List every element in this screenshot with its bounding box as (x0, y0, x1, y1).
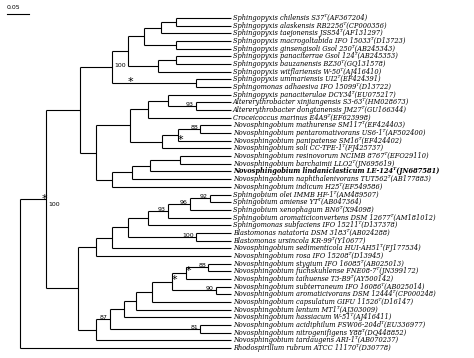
Text: *: * (177, 135, 183, 145)
Text: Sphingomonas adhaesiva IFO 15099ᵀ(D13722): Sphingomonas adhaesiva IFO 15099ᵀ(D13722… (233, 83, 391, 91)
Text: Novosphingobium subterraneum IFO 16086ᵀ(AB025014): Novosphingobium subterraneum IFO 16086ᵀ(… (233, 282, 425, 291)
Text: Sphingobium xenophagum BN6ᵀ(X94098): Sphingobium xenophagum BN6ᵀ(X94098) (233, 206, 374, 214)
Text: 100: 100 (182, 233, 194, 238)
Text: Sphingopyxis bauzanensis BZ30ᵀ(GQ131578): Sphingopyxis bauzanensis BZ30ᵀ(GQ131578) (233, 60, 385, 68)
Text: Novosphingobium lentum MT1ᵀ(AJ303009): Novosphingobium lentum MT1ᵀ(AJ303009) (233, 306, 378, 314)
Text: Sphingopyxis chilensis S37ᵀ(AF367204): Sphingopyxis chilensis S37ᵀ(AF367204) (233, 14, 367, 22)
Text: Sphingopyxis ginsengisoli Gsol 250ᵀ(AB245343): Sphingopyxis ginsengisoli Gsol 250ᵀ(AB24… (233, 45, 395, 53)
Text: Sphingopyxis panaciterulae DCY34ᵀ(EU075217): Sphingopyxis panaciterulae DCY34ᵀ(EU0752… (233, 91, 396, 99)
Text: 92: 92 (200, 194, 208, 199)
Text: Sphingobium amiense YTᵀ(AB047364): Sphingobium amiense YTᵀ(AB047364) (233, 198, 361, 206)
Text: 88: 88 (198, 263, 206, 268)
Text: *: * (171, 275, 177, 285)
Text: Sphingopyxis witflariensis W-50ᵀ(AJ416410): Sphingopyxis witflariensis W-50ᵀ(AJ41641… (233, 68, 381, 76)
Text: Novosphingobium nitrogenifigens Y88ᵀ(DQ448852): Novosphingobium nitrogenifigens Y88ᵀ(DQ4… (233, 329, 406, 337)
Text: Sphingobium olei IMMB HF-1ᵀ(AM489507): Sphingobium olei IMMB HF-1ᵀ(AM489507) (233, 190, 379, 199)
Text: 96: 96 (180, 200, 188, 205)
Text: 87: 87 (100, 315, 108, 320)
Text: *: * (127, 77, 133, 87)
Text: Novosphingobium soli CC-TPE-1ᵀ(FJ425737): Novosphingobium soli CC-TPE-1ᵀ(FJ425737) (233, 145, 383, 153)
Text: Sphingopyxis macrogoltabida IFO 15033ᵀ(D13723): Sphingopyxis macrogoltabida IFO 15033ᵀ(D… (233, 37, 405, 45)
Text: Novosphingobium mathurense SM117ᵀ(EF424403): Novosphingobium mathurense SM117ᵀ(EF4244… (233, 121, 405, 130)
Text: Sphingopyxis panaciterrae Gsol 124ᵀ(AB245353): Sphingopyxis panaciterrae Gsol 124ᵀ(AB24… (233, 52, 398, 61)
Text: 0.05: 0.05 (7, 5, 21, 10)
Text: Novosphingobium lindaniclasticum LE-124ᵀ(JN687581): Novosphingobium lindaniclasticum LE-124ᵀ… (233, 168, 439, 175)
Text: Novosphingobium rosa IFO 15208ᵀ(D13945): Novosphingobium rosa IFO 15208ᵀ(D13945) (233, 252, 383, 260)
Text: Sphingomonas subfaciens IFO 15211ᵀ(D137378): Sphingomonas subfaciens IFO 15211ᵀ(D1373… (233, 221, 397, 229)
Text: Novosphingobium panipatense SM16ᵀ(EF424402): Novosphingobium panipatense SM16ᵀ(EF4244… (233, 137, 402, 145)
Text: Sphingobium aromaticiconvertens DSM 12677ᵀ(AM181012): Sphingobium aromaticiconvertens DSM 1267… (233, 213, 436, 222)
Text: 100: 100 (48, 202, 60, 207)
Text: Novosphingobium aromaticivorans DSM 12444ᵀ(CP000248): Novosphingobium aromaticivorans DSM 1244… (233, 290, 436, 298)
Text: 93: 93 (186, 102, 194, 107)
Text: Novosphingobium tardaugens ARI-1ᵀ(AB070237): Novosphingobium tardaugens ARI-1ᵀ(AB0702… (233, 336, 398, 344)
Text: Novosphingobium naphthalenivorans TUT562ᵀ(AB177883): Novosphingobium naphthalenivorans TUT562… (233, 175, 431, 183)
Text: Altererythrobacter xinjiangensis S3-63ᵀ(HM028673): Altererythrobacter xinjiangensis S3-63ᵀ(… (233, 98, 410, 106)
Text: Novosphingobium taihuense T3-B9ᵀ(AY500142): Novosphingobium taihuense T3-B9ᵀ(AY50014… (233, 275, 393, 283)
Text: Blastomonas natatoria DSM 3183ᵀ(AB024288): Blastomonas natatoria DSM 3183ᵀ(AB024288… (233, 229, 390, 237)
Text: 90: 90 (206, 286, 214, 291)
Text: 81: 81 (190, 325, 198, 330)
Text: 88: 88 (190, 125, 198, 130)
Text: Blastomonas ursincola KR-99ᵀ(Y10677): Blastomonas ursincola KR-99ᵀ(Y10677) (233, 237, 365, 245)
Text: Novosphingobium acidiphilum FSW06-204dᵀ(EU336977): Novosphingobium acidiphilum FSW06-204dᵀ(… (233, 321, 425, 329)
Text: Rhodospirillum rubrum ATCC 11170ᵀ(D30778): Rhodospirillum rubrum ATCC 11170ᵀ(D30778… (233, 344, 391, 352)
Text: Sphingopyxis ummariensis UI2ᵀ(EF424391): Sphingopyxis ummariensis UI2ᵀ(EF424391) (233, 76, 381, 83)
Text: Novosphingobium indicum H25ᵀ(EF549586): Novosphingobium indicum H25ᵀ(EF549586) (233, 183, 383, 191)
Text: Altererythrobacter dongtanensis JM27ᵀ(GU166344): Altererythrobacter dongtanensis JM27ᵀ(GU… (233, 106, 407, 114)
Text: Sphingopyxis alaskensis RB2256ᵀ(CP000356): Sphingopyxis alaskensis RB2256ᵀ(CP000356… (233, 22, 387, 30)
Text: Novosphingobium stygium IFO 16085ᵀ(AB025013): Novosphingobium stygium IFO 16085ᵀ(AB025… (233, 260, 404, 267)
Text: Novosphingobium capsulatum GIFU 11526ᵀ(D16147): Novosphingobium capsulatum GIFU 11526ᵀ(D… (233, 298, 413, 306)
Text: Croceicoccus marinus E4A9ᵀ(EF623998): Croceicoccus marinus E4A9ᵀ(EF623998) (233, 114, 371, 122)
Text: *: * (185, 266, 191, 276)
Text: Novosphingobium resinovorum NCIMB 8767ᵀ(EFO29110): Novosphingobium resinovorum NCIMB 8767ᵀ(… (233, 152, 428, 160)
Text: 93: 93 (158, 207, 166, 212)
Text: 100: 100 (114, 63, 126, 68)
Text: Novosphingobium fuchskuhlense FNE08-7ᵀ(JN399172): Novosphingobium fuchskuhlense FNE08-7ᵀ(J… (233, 267, 419, 275)
Text: *: * (41, 194, 47, 204)
Text: Novosphingobium hassiacum W-51ᵀ(AJ416411): Novosphingobium hassiacum W-51ᵀ(AJ416411… (233, 313, 392, 321)
Text: Novosphingobium barchaimii LLO2ᵀ(JN695619): Novosphingobium barchaimii LLO2ᵀ(JN69561… (233, 160, 394, 168)
Text: Novosphingobium pentaromativorans US6-1ᵀ(AF502400): Novosphingobium pentaromativorans US6-1ᵀ… (233, 129, 426, 137)
Text: Novosphingobium sedimenticola HUI-AH51ᵀ(FJ177534): Novosphingobium sedimenticola HUI-AH51ᵀ(… (233, 244, 421, 252)
Text: Sphingopyxis taejonensis JSS54ᵀ(AF131297): Sphingopyxis taejonensis JSS54ᵀ(AF131297… (233, 29, 383, 37)
